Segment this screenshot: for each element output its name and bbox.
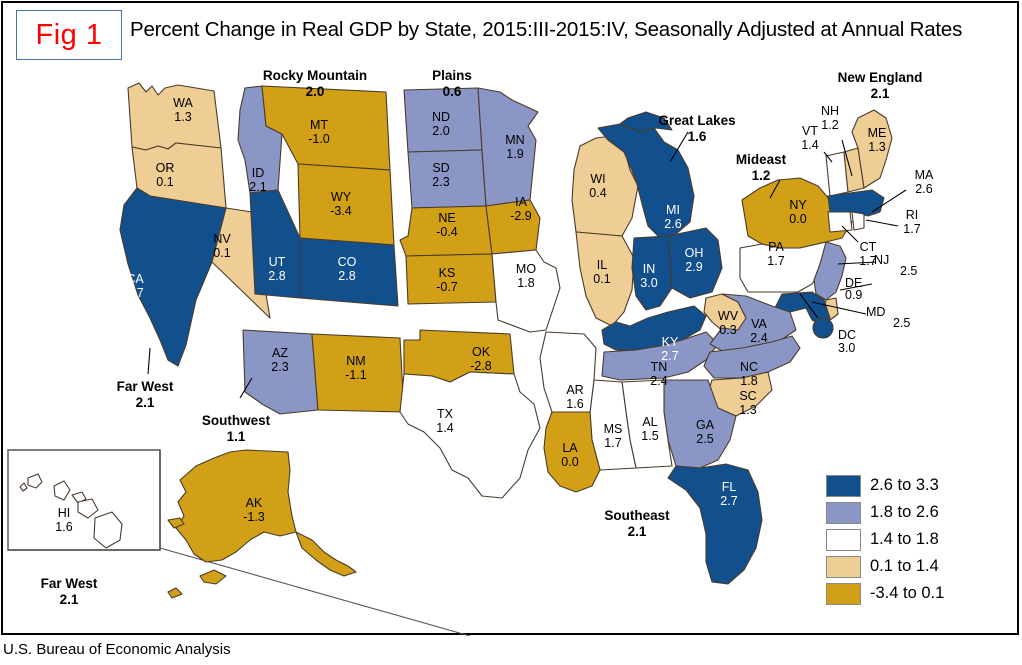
leader-ct <box>841 225 859 243</box>
state-shape-UT[interactable] <box>249 189 301 299</box>
legend-item-1[interactable]: 1.8 to 2.6 <box>826 499 944 526</box>
leader-md <box>811 301 867 315</box>
state-shape-AR[interactable] <box>539 331 597 413</box>
figure-tag-box: Fig 1 <box>16 10 122 60</box>
state-shape-RI[interactable] <box>851 211 865 231</box>
legend-swatch-0 <box>826 474 861 497</box>
legend-swatch-4 <box>826 582 861 605</box>
state-shape-WA[interactable] <box>127 82 222 151</box>
state-shape-CT[interactable] <box>827 211 853 233</box>
legend-label-4: -3.4 to 0.1 <box>870 584 945 602</box>
state-shape-LA[interactable] <box>543 411 601 493</box>
legend-label-0: 2.6 to 3.3 <box>870 476 939 494</box>
state-shape-KS[interactable] <box>405 253 497 305</box>
state-shape-IA[interactable] <box>485 199 541 255</box>
legend-swatch-1 <box>826 501 861 524</box>
legend-item-3[interactable]: 0.1 to 1.4 <box>826 553 944 580</box>
state-shape-NE[interactable] <box>399 205 493 257</box>
legend-label-2: 1.4 to 1.8 <box>870 530 939 548</box>
leader-ma <box>871 189 907 213</box>
state-shape-NC[interactable] <box>703 335 801 379</box>
inset-diagonal <box>159 547 471 636</box>
state-shape-AZ[interactable] <box>242 329 319 415</box>
leader-de <box>839 283 873 291</box>
state-shape-MI-up[interactable] <box>619 111 673 133</box>
legend-item-4[interactable]: -3.4 to 0.1 <box>826 580 944 607</box>
leader-dc <box>799 293 819 319</box>
state-shape-CA[interactable] <box>119 187 227 367</box>
leader-nj <box>837 261 877 265</box>
state-shape-ND[interactable] <box>403 87 483 153</box>
legend-item-0[interactable]: 2.6 to 3.3 <box>826 472 944 499</box>
leader-great-lakes <box>669 131 689 163</box>
state-shape-ME[interactable] <box>851 109 893 189</box>
leader-far-west <box>147 347 151 375</box>
state-shape-MN[interactable] <box>477 87 539 207</box>
figure-tag-label: Fig 1 <box>35 18 103 51</box>
legend-item-2[interactable]: 1.4 to 1.8 <box>826 526 944 553</box>
state-shape-AK-aleutian[interactable] <box>167 517 357 599</box>
state-shape-CO[interactable] <box>299 237 399 307</box>
legend: 2.6 to 3.3 1.8 to 2.6 1.4 to 1.8 0.1 to … <box>826 472 944 607</box>
legend-swatch-3 <box>826 555 861 578</box>
leader-southwest <box>239 377 253 399</box>
leader-mideast <box>769 179 781 199</box>
legend-swatch-2 <box>826 528 861 551</box>
state-shape-MO[interactable] <box>491 249 561 333</box>
page-title: Percent Change in Real GDP by State, 201… <box>130 18 963 41</box>
state-shape-IL[interactable] <box>575 231 635 327</box>
leader-nh <box>841 139 853 177</box>
state-shape-DC[interactable] <box>812 317 834 339</box>
state-shape-AK[interactable] <box>175 449 297 563</box>
state-shape-SD[interactable] <box>407 149 487 209</box>
state-shape-OH[interactable] <box>667 227 723 299</box>
legend-label-1: 1.8 to 2.6 <box>870 503 939 521</box>
map-canvas <box>7 82 907 636</box>
state-shape-TX[interactable] <box>399 371 541 499</box>
state-shape-FL[interactable] <box>667 463 763 585</box>
legend-label-3: 0.1 to 1.4 <box>870 557 939 575</box>
state-shape-NM[interactable] <box>311 333 405 413</box>
state-shape-IN[interactable] <box>631 235 673 311</box>
state-shape-MT[interactable] <box>261 85 391 171</box>
leader-ri <box>865 219 899 227</box>
leader-vt <box>823 151 833 163</box>
state-shape-HI[interactable] <box>19 473 123 549</box>
state-shape-WY[interactable] <box>297 163 395 246</box>
state-shape-NJ[interactable] <box>813 241 847 301</box>
state-shape-KY[interactable] <box>601 305 707 351</box>
source-note: U.S. Bureau of Economic Analysis <box>3 641 231 658</box>
